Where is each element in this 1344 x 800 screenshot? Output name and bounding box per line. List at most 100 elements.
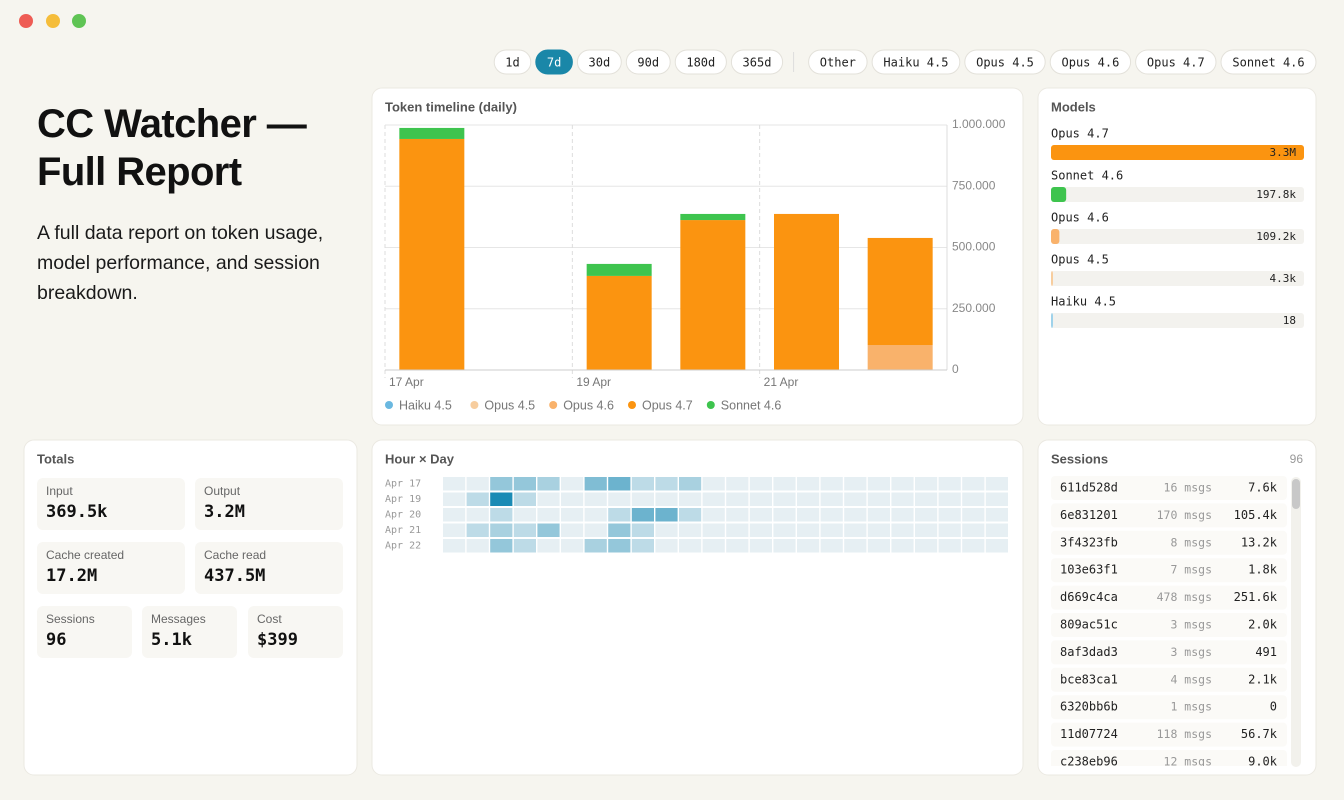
stat-card bbox=[142, 606, 237, 658]
range-button[interactable] bbox=[493, 49, 532, 75]
heatmap-cell bbox=[844, 477, 867, 491]
heatmap-cell bbox=[797, 508, 820, 522]
heatmap-cell bbox=[962, 477, 985, 491]
session-row[interactable] bbox=[1051, 613, 1287, 637]
heatmap-cell bbox=[749, 523, 772, 537]
session-messages: 7 msgs bbox=[1170, 563, 1212, 577]
heatmap-cell bbox=[513, 492, 536, 506]
stat-label: Cache created bbox=[46, 548, 124, 562]
heatmap-cell bbox=[726, 523, 749, 537]
heatmap-cell bbox=[773, 477, 796, 491]
session-id: 809ac51c bbox=[1060, 618, 1118, 632]
model-filter[interactable] bbox=[964, 49, 1046, 75]
bar-segment bbox=[867, 345, 933, 370]
heatmap-cell bbox=[867, 477, 890, 491]
model-filter[interactable] bbox=[1135, 49, 1217, 75]
model-name: Haiku 4.5 bbox=[1051, 295, 1116, 309]
stat-value: 5.1k bbox=[151, 630, 192, 650]
heatmap-cell bbox=[466, 523, 489, 537]
model-filter-label: Opus 4.6 bbox=[1062, 56, 1120, 70]
session-messages: 16 msgs bbox=[1164, 481, 1212, 495]
heatmap-cell bbox=[797, 539, 820, 553]
heatmap-cell bbox=[844, 523, 867, 537]
model-name: Opus 4.5 bbox=[1051, 253, 1109, 267]
range-button[interactable] bbox=[535, 49, 573, 75]
model-filter[interactable] bbox=[1220, 49, 1317, 75]
range-button[interactable] bbox=[625, 49, 671, 75]
session-row[interactable] bbox=[1051, 503, 1287, 528]
session-id: 8af3dad3 bbox=[1060, 645, 1118, 659]
range-button[interactable] bbox=[674, 49, 727, 75]
session-row[interactable] bbox=[1051, 585, 1287, 610]
stat-label: Cost bbox=[257, 612, 282, 626]
heatmap-cell bbox=[561, 523, 584, 537]
session-id: 611d528d bbox=[1060, 481, 1118, 495]
heatmap-cell bbox=[726, 539, 749, 553]
heatmap-cell bbox=[915, 492, 938, 506]
legend-label: Haiku 4.5 bbox=[399, 398, 452, 412]
bar-segment bbox=[867, 237, 933, 346]
session-row[interactable] bbox=[1051, 530, 1287, 555]
x-tick-label: 21 Apr bbox=[764, 375, 799, 389]
close-button[interactable] bbox=[19, 14, 33, 28]
range-button[interactable] bbox=[576, 49, 622, 75]
heatmap-cell bbox=[867, 508, 890, 522]
heatmap-cell bbox=[537, 523, 560, 537]
card-title: Sessions bbox=[1051, 451, 1108, 466]
scrollbar-thumb[interactable] bbox=[1292, 479, 1300, 509]
heatmap-cell bbox=[584, 492, 607, 506]
legend-swatch bbox=[628, 401, 636, 409]
heatmap-cell bbox=[631, 492, 654, 506]
heatmap-cell bbox=[631, 477, 654, 491]
heatmap-cell bbox=[773, 492, 796, 506]
heatmap-cell bbox=[915, 523, 938, 537]
heatmap-cell bbox=[490, 492, 513, 506]
model-value: 4.3k bbox=[1270, 272, 1297, 285]
stat-value: 17.2M bbox=[46, 566, 97, 586]
session-row[interactable] bbox=[1051, 476, 1287, 500]
heatmap-cell bbox=[867, 539, 890, 553]
bar-segment bbox=[586, 275, 652, 370]
range-button[interactable] bbox=[730, 49, 784, 75]
heatmap-cell bbox=[584, 508, 607, 522]
heatmap-cell bbox=[513, 539, 536, 553]
range-button-label: 90d bbox=[637, 56, 659, 70]
session-id: 103e63f1 bbox=[1060, 563, 1118, 577]
session-row[interactable] bbox=[1051, 558, 1287, 583]
heatmap-cell bbox=[962, 492, 985, 506]
heatmap-cell bbox=[584, 539, 607, 553]
model-filter[interactable] bbox=[808, 49, 868, 75]
session-row[interactable] bbox=[1051, 667, 1287, 692]
session-row[interactable] bbox=[1051, 722, 1287, 747]
model-name: Opus 4.6 bbox=[1051, 211, 1109, 225]
session-messages: 118 msgs bbox=[1157, 727, 1212, 741]
session-id: 6e831201 bbox=[1060, 508, 1118, 522]
minimize-button[interactable] bbox=[46, 14, 60, 28]
card-title: Token timeline (daily) bbox=[385, 99, 517, 114]
session-row[interactable] bbox=[1051, 750, 1287, 774]
heatmap-cell bbox=[749, 477, 772, 491]
heatmap-row-label: Apr 19 bbox=[385, 494, 421, 505]
heatmap-cell bbox=[490, 523, 513, 537]
session-list: 611d528d 16 msgs 7.6k 6e831201 170 msgs 105.4… bbox=[1051, 476, 1287, 774]
heatmap-cell bbox=[513, 508, 536, 522]
model-name: Opus 4.7 bbox=[1051, 127, 1109, 141]
heatmap-cell bbox=[490, 539, 513, 553]
heatmap-cell bbox=[891, 539, 914, 553]
heatmap-cell bbox=[655, 477, 678, 491]
session-row[interactable] bbox=[1051, 695, 1287, 720]
model-filter[interactable] bbox=[871, 49, 961, 75]
model-filter[interactable] bbox=[1049, 49, 1132, 75]
y-tick-label: 1.000.000 bbox=[952, 117, 1006, 131]
session-messages: 8 msgs bbox=[1170, 535, 1212, 549]
model-filter-label: Opus 4.5 bbox=[976, 56, 1034, 70]
stat-value: $399 bbox=[257, 630, 298, 650]
session-row[interactable] bbox=[1051, 640, 1287, 665]
heatmap-cell bbox=[891, 508, 914, 522]
page-subtitle: A full data report on token usage, model… bbox=[37, 222, 324, 304]
session-id: c238eb96 bbox=[1060, 755, 1118, 769]
stat-card bbox=[37, 478, 185, 530]
heatmap-cell bbox=[726, 477, 749, 491]
zoom-button[interactable] bbox=[72, 14, 86, 28]
